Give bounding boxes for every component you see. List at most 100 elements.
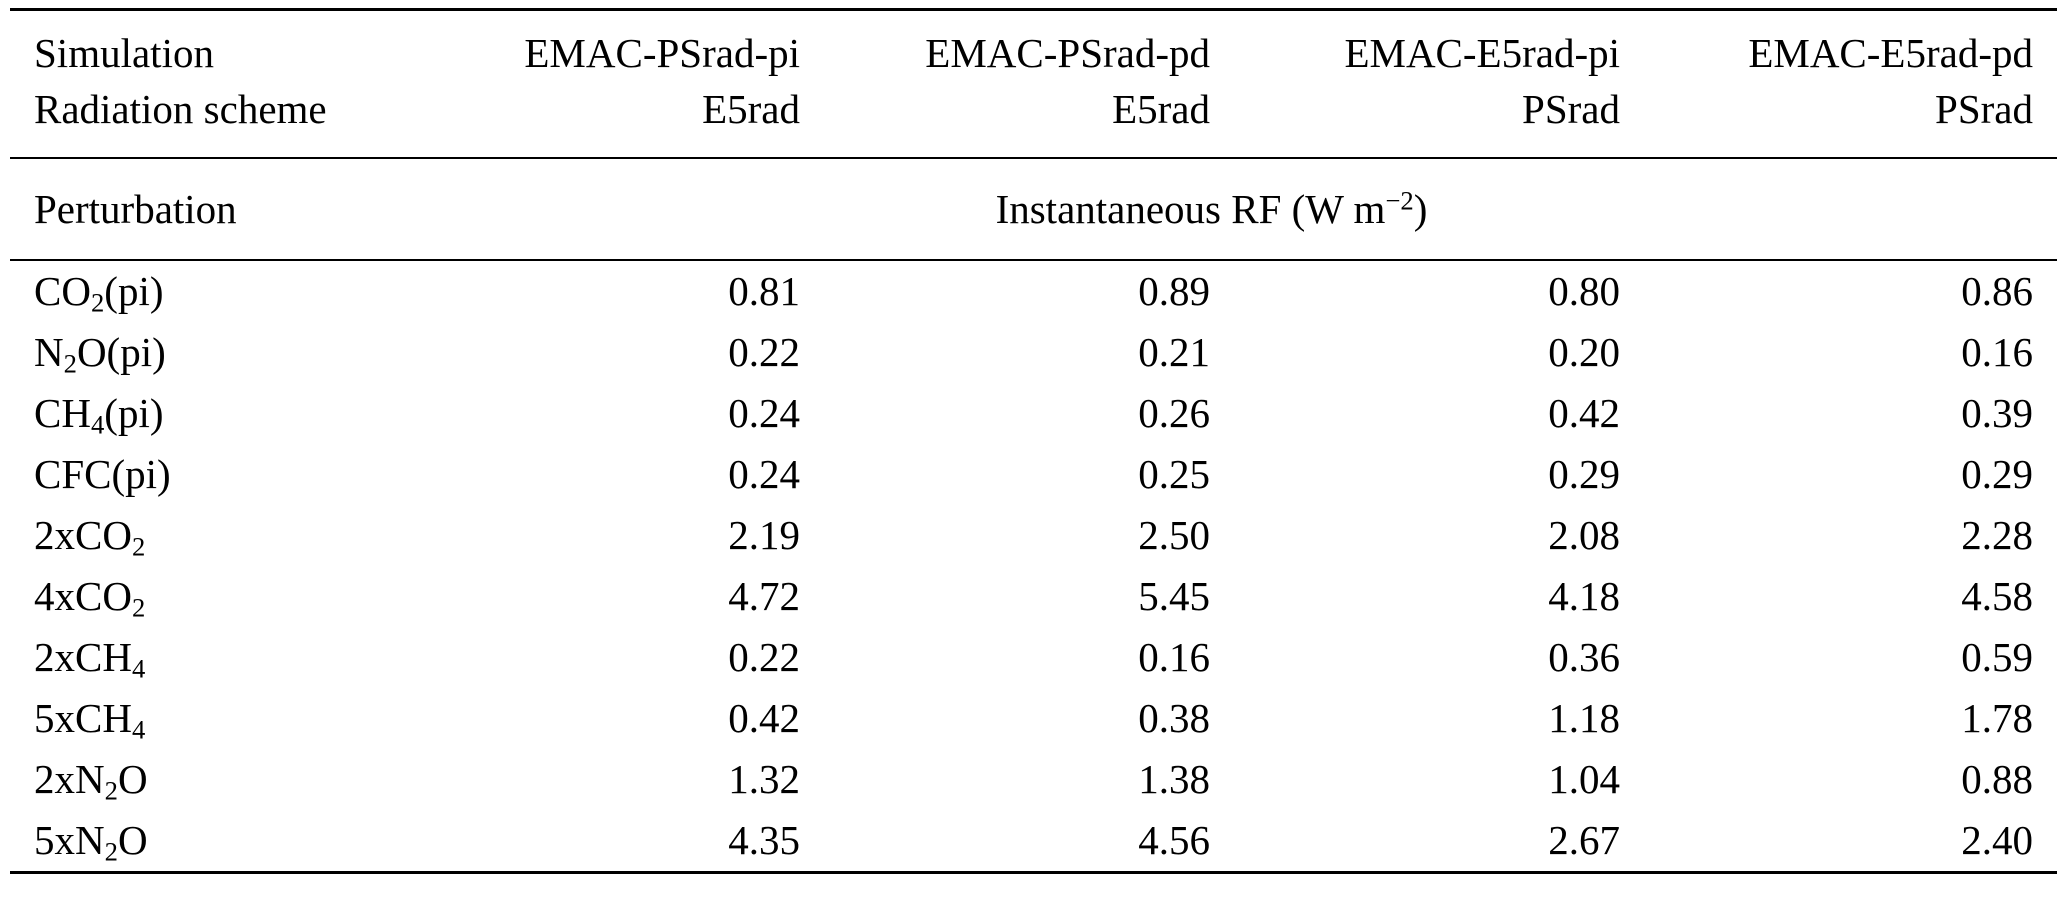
rf-value: 0.20 (1548, 329, 1620, 375)
label-subscript: 4 (90, 409, 105, 440)
label-subscript: 2 (104, 836, 118, 867)
perturbation-header-row: Perturbation Instantaneous RF (W m−2) (10, 158, 2057, 260)
rf-value: 0.21 (1138, 329, 1210, 375)
label-pre: 2xCH (34, 634, 132, 680)
table-row: 5xCH4 0.42 0.38 1.18 1.78 (10, 688, 2057, 749)
rf-value: 4.35 (728, 817, 800, 863)
rf-value: 0.42 (1548, 390, 1620, 436)
table-row: 2xN2O 1.32 1.38 1.04 0.88 (10, 749, 2057, 810)
table-header: Simulation EMAC-PSrad-pi EMAC-PSrad-pd E… (10, 10, 2057, 158)
rf-value: 2.40 (1961, 817, 2033, 863)
label-pre: 4xCO (34, 573, 132, 619)
rf-value: 0.24 (728, 390, 800, 436)
perturbation-label: N2O(pi) (10, 322, 390, 383)
table-body: CO2(pi) 0.81 0.89 0.80 0.86 N2O(pi) 0.22… (10, 260, 2057, 873)
rf-value: 1.04 (1548, 756, 1620, 802)
label-post: (pi) (111, 451, 171, 497)
label-pre: CFC (34, 451, 112, 497)
radiation-scheme-header-label: Radiation scheme (34, 86, 327, 132)
rf-value: 1.78 (1961, 695, 2033, 741)
table-row: 5xN2O 4.35 4.56 2.67 2.40 (10, 810, 2057, 873)
rf-value: 0.81 (728, 268, 800, 314)
label-pre: CH (34, 390, 91, 436)
label-subscript: 2 (131, 592, 146, 623)
label-subscript: 4 (131, 653, 146, 684)
rf-value: 2.19 (728, 512, 800, 558)
rf-value: 2.67 (1548, 817, 1620, 863)
perturbation-label: 2xCH4 (10, 627, 390, 688)
rf-value: 0.42 (728, 695, 800, 741)
perturbation-label: 4xCO2 (10, 566, 390, 627)
table-row: CO2(pi) 0.81 0.89 0.80 0.86 (10, 260, 2057, 322)
rf-value: 1.38 (1138, 756, 1210, 802)
column-header-name: EMAC-PSrad-pi (524, 30, 800, 76)
header-row-simulation: Simulation EMAC-PSrad-pi EMAC-PSrad-pd E… (10, 10, 2057, 82)
rf-units-header: Instantaneous RF (W m−2) (390, 158, 2057, 260)
perturbation-label: 5xN2O (10, 810, 390, 873)
label-subscript: 2 (104, 775, 118, 806)
rf-value: 0.26 (1138, 390, 1210, 436)
rf-value: 0.88 (1961, 756, 2033, 802)
rf-value: 2.50 (1138, 512, 1210, 558)
rf-value: 0.25 (1138, 451, 1210, 497)
column-header-scheme: E5rad (1112, 86, 1210, 132)
table-row: 2xCO2 2.19 2.50 2.08 2.28 (10, 505, 2057, 566)
column-header-name: EMAC-PSrad-pd (925, 30, 1210, 76)
label-pre: N (34, 329, 64, 375)
perturbation-label: CO2(pi) (10, 260, 390, 322)
rf-value: 4.56 (1138, 817, 1210, 863)
rf-value: 0.86 (1961, 268, 2033, 314)
perturbation-header-section: Perturbation Instantaneous RF (W m−2) (10, 158, 2057, 260)
table-row: 4xCO2 4.72 5.45 4.18 4.58 (10, 566, 2057, 627)
rf-value: 4.18 (1548, 573, 1620, 619)
simulation-header-label: Simulation (34, 30, 214, 76)
rf-value: 1.18 (1548, 695, 1620, 741)
label-post: O (117, 756, 148, 802)
column-header-scheme: E5rad (702, 86, 800, 132)
label-pre: 2xN (34, 756, 105, 802)
rf-value: 4.72 (728, 573, 800, 619)
table-row: CH4(pi) 0.24 0.26 0.42 0.39 (10, 383, 2057, 444)
table-row: N2O(pi) 0.22 0.21 0.20 0.16 (10, 322, 2057, 383)
label-pre: CO (34, 268, 91, 314)
label-post: O (117, 817, 148, 863)
column-header-scheme: PSrad (1522, 86, 1620, 132)
label-subscript: 2 (131, 531, 146, 562)
rf-value: 0.29 (1548, 451, 1620, 497)
rf-value: 0.36 (1548, 634, 1620, 680)
rf-value: 0.59 (1961, 634, 2033, 680)
label-pre: 5xN (34, 817, 105, 863)
perturbation-label: 5xCH4 (10, 688, 390, 749)
rf-units-text: Instantaneous RF (W m (995, 186, 1386, 232)
label-subscript: 4 (131, 714, 146, 745)
label-pre: 5xCH (34, 695, 132, 741)
rf-value: 0.80 (1548, 268, 1620, 314)
perturbation-label: CH4(pi) (10, 383, 390, 444)
rf-units-close-paren: ) (1413, 186, 1428, 232)
rf-value: 0.16 (1138, 634, 1210, 680)
rf-value: 1.32 (728, 756, 800, 802)
label-pre: 2xCO (34, 512, 132, 558)
rf-value: 4.58 (1961, 573, 2033, 619)
table-row: 2xCH4 0.22 0.16 0.36 0.59 (10, 627, 2057, 688)
rf-value: 0.22 (728, 329, 800, 375)
rf-value: 0.16 (1961, 329, 2033, 375)
rf-units-superscript: −2 (1385, 185, 1414, 216)
label-post: (pi) (104, 268, 164, 314)
column-header-scheme: PSrad (1935, 86, 2033, 132)
label-post: O(pi) (76, 329, 166, 375)
rf-value: 0.39 (1961, 390, 2033, 436)
rf-value: 0.89 (1138, 268, 1210, 314)
perturbation-label: CFC(pi) (10, 444, 390, 505)
label-subscript: 2 (90, 287, 105, 318)
rf-value: 5.45 (1138, 573, 1210, 619)
label-subscript: 2 (63, 348, 77, 379)
header-row-radiation-scheme: Radiation scheme E5rad E5rad PSrad PSrad (10, 81, 2057, 158)
rf-value: 2.08 (1548, 512, 1620, 558)
perturbation-header-label: Perturbation (34, 186, 237, 232)
perturbation-label: 2xN2O (10, 749, 390, 810)
perturbation-label: 2xCO2 (10, 505, 390, 566)
instantaneous-rf-table: Simulation EMAC-PSrad-pi EMAC-PSrad-pd E… (10, 8, 2057, 874)
rf-value: 0.24 (728, 451, 800, 497)
